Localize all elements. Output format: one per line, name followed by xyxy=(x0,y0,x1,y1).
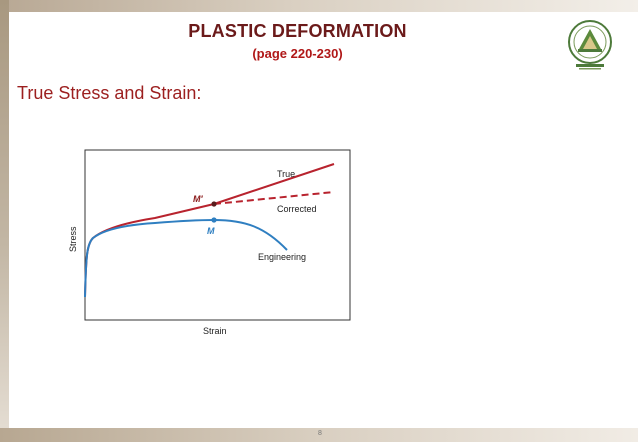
point-m-prime-marker xyxy=(211,201,217,207)
point-m-marker xyxy=(211,217,217,223)
stress-strain-diagram: True Corrected Engineering M′ M Strain S… xyxy=(68,149,351,336)
corrected-curve-label: Corrected xyxy=(277,204,317,214)
true-curve-label: True xyxy=(277,169,295,179)
x-axis-label: Strain xyxy=(203,326,227,336)
college-emblem-icon xyxy=(568,20,612,70)
page-number: 8 xyxy=(318,430,322,437)
top-border-stripe xyxy=(0,0,638,12)
y-axis-label: Stress xyxy=(68,226,78,252)
corrected-curve xyxy=(213,191,335,205)
slide-title: PLASTIC DEFORMATION xyxy=(188,21,407,41)
left-border-stripe xyxy=(0,0,9,442)
point-m-prime-label: M′ xyxy=(193,194,203,204)
bottom-border-stripe xyxy=(0,428,638,442)
section-heading: True Stress and Strain: xyxy=(17,83,202,103)
point-m-label: M xyxy=(207,226,215,236)
engineering-curve-label: Engineering xyxy=(258,252,306,262)
slide-subtitle: (page 220-230) xyxy=(252,46,343,61)
engineering-curve xyxy=(84,218,288,298)
plot-frame xyxy=(84,149,351,321)
